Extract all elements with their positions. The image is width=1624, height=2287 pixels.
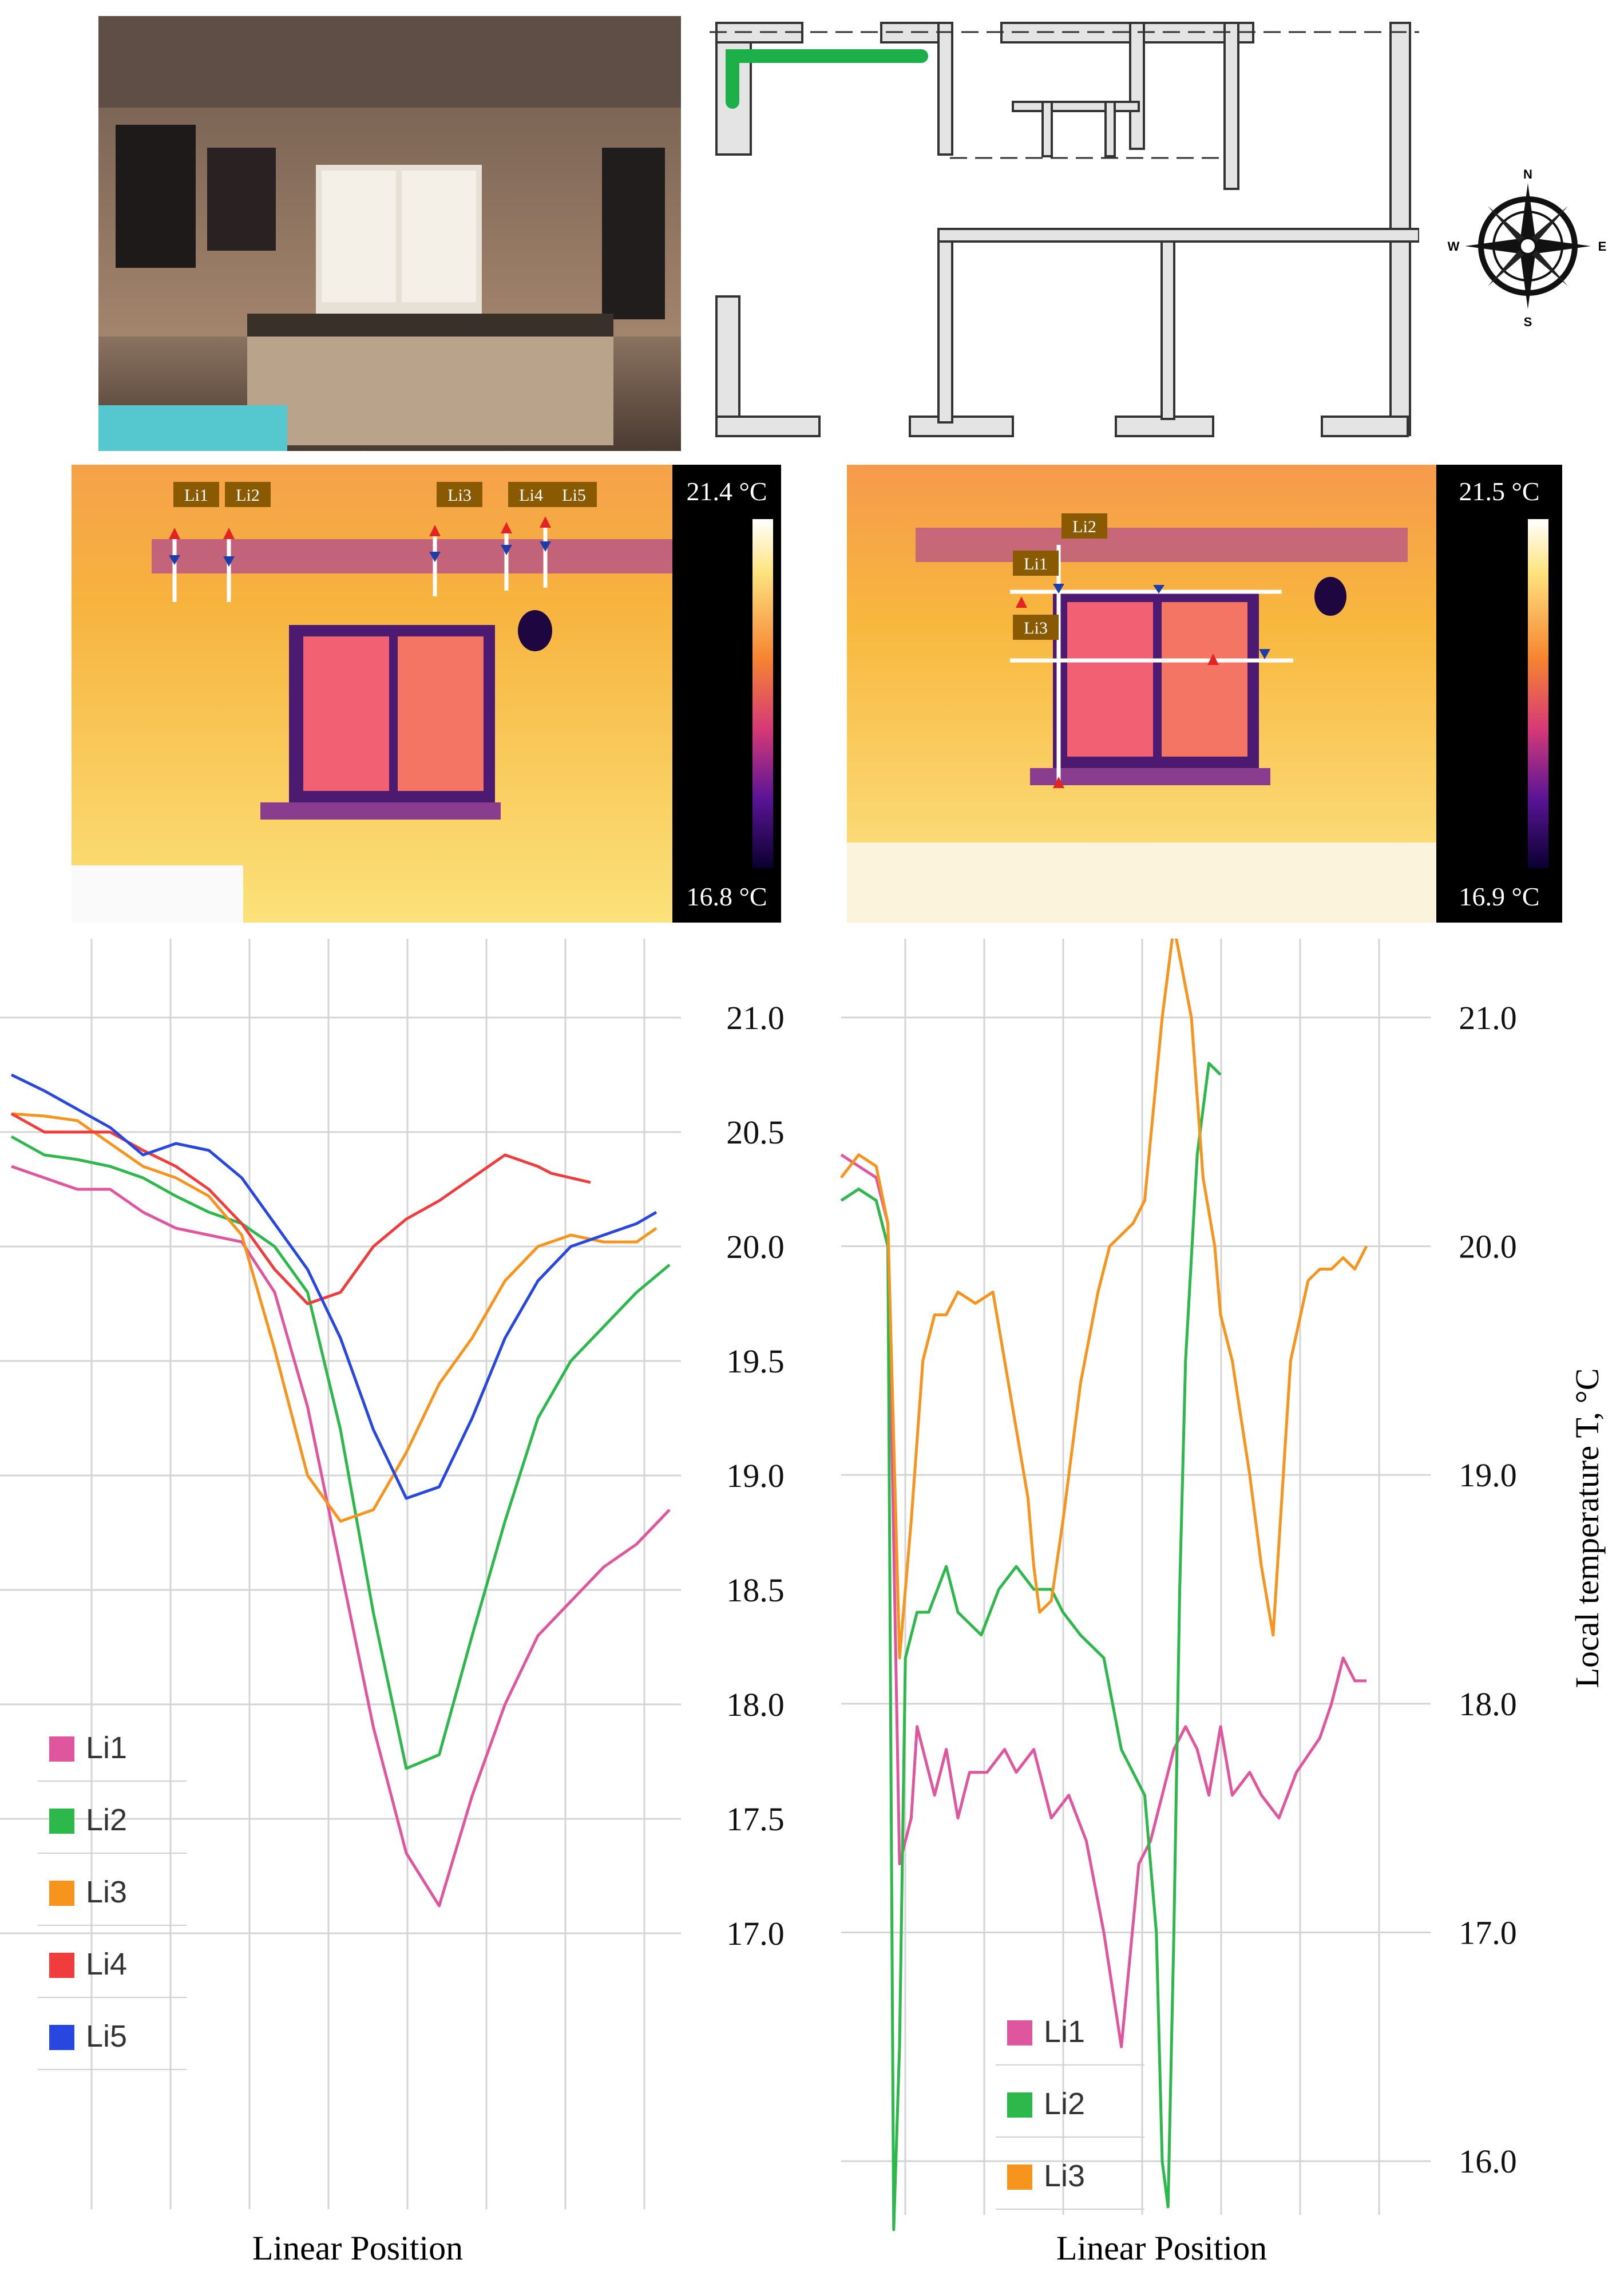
compass-label-s: S [1524, 315, 1532, 329]
legend-label-li2: Li2 [1044, 2087, 1085, 2121]
chart-right-x-axis-label: Linear Position [1056, 2229, 1267, 2267]
chart-left: 21.0 20.5 20.0 19.5 19.0 18.5 18.0 17.5 17.0 Li1… [0, 939, 824, 2287]
thermal-left-label-li1: Li1 [184, 486, 208, 505]
y-tick-label: 21.0 [1459, 999, 1517, 1036]
legend-label-li2: Li2 [86, 1803, 127, 1837]
thermal-right-label-li1: Li1 [1024, 555, 1048, 573]
thermal-image-right: Li2 Li1 Li3 21.5 °C 16.9 °C [847, 465, 1562, 923]
y-tick-label: 20.0 [726, 1228, 785, 1265]
y-tick-label: 18.0 [1459, 1685, 1517, 1723]
chart-right: 21.0 20.0 19.0 18.0 17.0 16.0 Li1 Li2 Li3 Linea… [824, 939, 1624, 2287]
thermal-left-label-li4: Li4 [519, 486, 543, 505]
series-line-li3 [11, 1112, 657, 1523]
thermal-left-scale-min: 16.8 °C [686, 882, 767, 911]
kitchen-photo [98, 16, 681, 451]
series-line-li2 [840, 1062, 1222, 2231]
y-tick-label: 19.0 [1459, 1457, 1517, 1494]
thermal-right-color-scale [1528, 519, 1548, 868]
legend-label-li5: Li5 [86, 2019, 127, 2053]
compass-label-n: N [1523, 167, 1532, 181]
legend-swatch-li2 [49, 1809, 74, 1834]
series-line-li2 [10, 1135, 671, 1770]
y-tick-label: 18.0 [726, 1686, 785, 1723]
thermal-left-label-li2: Li2 [236, 486, 260, 505]
y-tick-label: 19.5 [726, 1343, 785, 1380]
thermal-left-label-li3: Li3 [447, 486, 472, 505]
chart-left-legend: Li1 Li2 Li3 Li4 Li5 [38, 1731, 187, 2070]
y-tick-label: 20.0 [1459, 1228, 1517, 1265]
thermal-left-scale-max: 21.4 °C [686, 477, 767, 506]
series-line-li4 [10, 1112, 591, 1305]
chart-left-x-axis-label: Linear Position [252, 2229, 463, 2267]
series-line-li1 [840, 1153, 1366, 2048]
chart-right-y-axis-label: Local temperature T, °C [1568, 1368, 1606, 1688]
y-tick-label: 18.5 [726, 1572, 785, 1609]
chart-right-series [840, 939, 1368, 2231]
chart-left-y-ticks: 21.0 20.5 20.0 19.5 19.0 18.5 18.0 17.5 17.0 [726, 999, 785, 1952]
y-tick-label: 17.0 [726, 1915, 785, 1952]
y-tick-label: 17.5 [726, 1801, 785, 1838]
legend-swatch-li3 [1007, 2165, 1032, 2190]
thermal-left-label-li5: Li5 [562, 486, 586, 505]
thermal-image-left: Li1 Li2 Li3 Li4 Li5 21.4 °C 16.8 °C [72, 465, 781, 923]
thermal-left-color-scale [752, 519, 773, 868]
compass-label-e: E [1598, 239, 1607, 254]
thermal-right-label-li3: Li3 [1024, 619, 1048, 638]
legend-label-li1: Li1 [86, 1731, 127, 1765]
floor-plan [710, 16, 1419, 451]
y-tick-label: 19.0 [726, 1457, 785, 1494]
series-line-li5 [10, 1073, 657, 1500]
compass-label-w: W [1448, 239, 1460, 254]
legend-label-li3: Li3 [86, 1875, 127, 1909]
legend-label-li3: Li3 [1044, 2159, 1085, 2193]
legend-swatch-li3 [49, 1881, 74, 1906]
plan-highlight-wall [726, 49, 928, 109]
legend-swatch-li1 [1007, 2020, 1032, 2045]
y-tick-label: 20.5 [726, 1114, 785, 1151]
thermal-right-scale-min: 16.9 °C [1459, 882, 1539, 911]
legend-label-li4: Li4 [86, 1947, 127, 1981]
y-tick-label: 17.0 [1459, 1914, 1517, 1951]
chart-right-grid [841, 939, 1431, 2215]
series-line-li3 [840, 939, 1368, 1660]
chart-right-legend: Li1 Li2 Li3 [996, 2015, 1144, 2210]
legend-swatch-li5 [49, 2025, 74, 2050]
chart-left-series [10, 1073, 671, 1908]
legend-swatch-li1 [49, 1736, 74, 1762]
legend-swatch-li2 [1007, 2092, 1032, 2118]
compass-rose-icon: N S E W [1442, 160, 1614, 332]
legend-label-li1: Li1 [1044, 2015, 1085, 2049]
series-line-li1 [11, 1165, 671, 1908]
thermal-right-label-li2: Li2 [1072, 517, 1096, 536]
thermal-right-scale-max: 21.5 °C [1459, 477, 1539, 506]
y-tick-label: 16.0 [1459, 2143, 1517, 2180]
y-tick-label: 21.0 [726, 999, 785, 1036]
legend-swatch-li4 [49, 1953, 74, 1978]
chart-right-y-ticks: 21.0 20.0 19.0 18.0 17.0 16.0 [1459, 999, 1517, 2180]
